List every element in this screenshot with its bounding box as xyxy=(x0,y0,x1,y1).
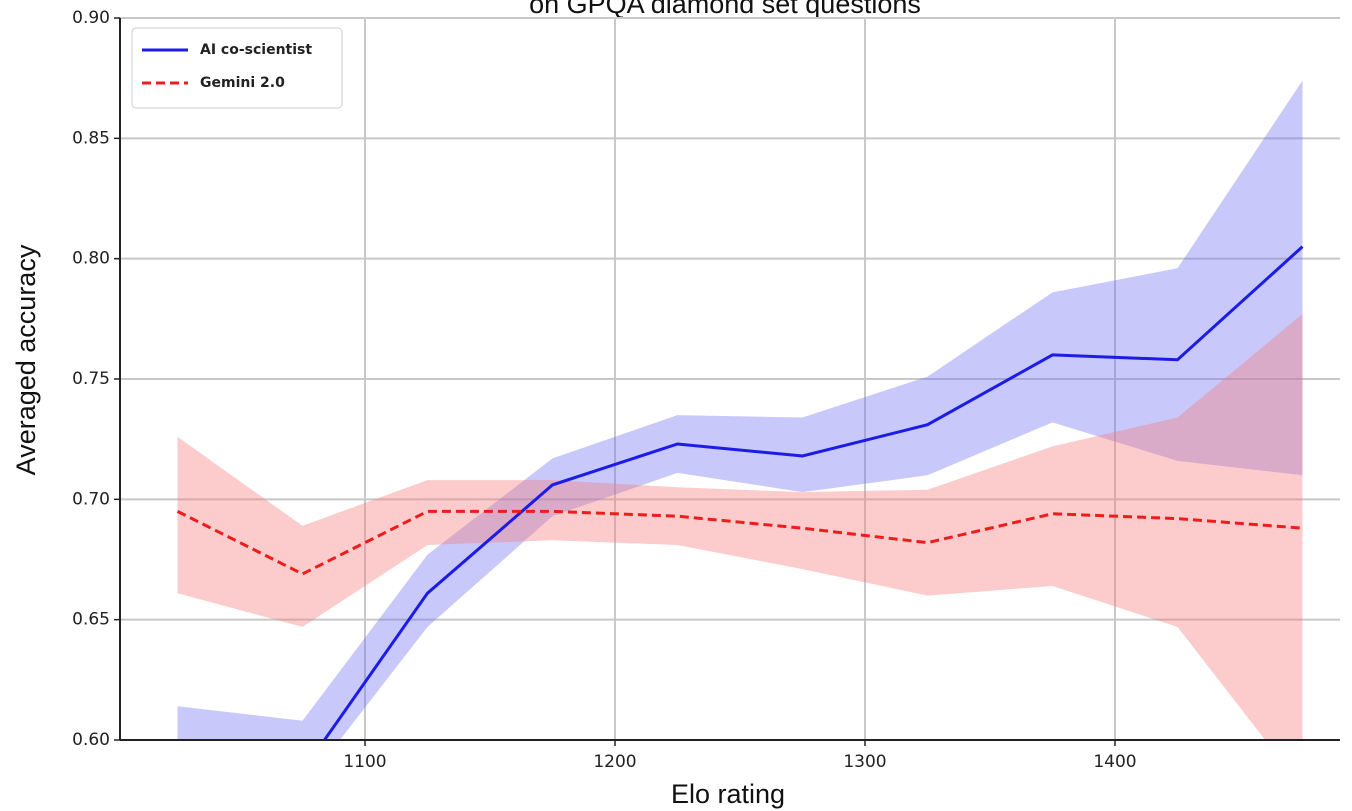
series-line xyxy=(176,509,1303,576)
y-axis-label: Averaged accuracy xyxy=(11,244,41,475)
legend-label: AI co-scientist xyxy=(200,42,312,58)
x-tick-label: 1200 xyxy=(593,752,636,772)
y-tick-label: 0.75 xyxy=(72,369,110,389)
legend-box xyxy=(131,27,343,109)
x-tick-label: 1300 xyxy=(843,752,886,772)
y-tick-label: 0.60 xyxy=(72,730,110,750)
confidence-band xyxy=(177,80,1303,740)
y-tick-label: 0.70 xyxy=(72,489,110,509)
chart-title: on GPQA diamond set questions xyxy=(529,0,921,19)
x-axis-label: Elo rating xyxy=(671,779,785,809)
x-tick-label: 1400 xyxy=(1093,752,1136,772)
legend-label: Gemini 2.0 xyxy=(200,75,285,91)
confidence-band xyxy=(177,314,1303,740)
y-tick-label: 0.90 xyxy=(72,8,110,28)
y-tick-label: 0.65 xyxy=(72,610,110,630)
y-tick-label: 0.80 xyxy=(72,249,110,269)
y-tick-label: 0.85 xyxy=(72,128,110,148)
series-line xyxy=(322,245,1304,740)
x-tick-label: 1100 xyxy=(343,752,386,772)
